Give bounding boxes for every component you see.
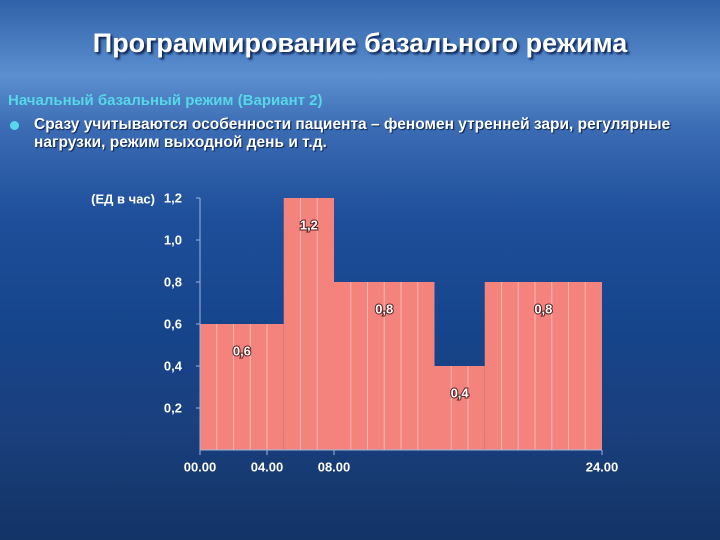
y-tick-label: 1,0 [164, 232, 182, 247]
x-tick-label: 24.00 [586, 459, 619, 474]
value-label: 0,4 [451, 385, 470, 400]
bar [200, 324, 284, 450]
subtitle: Начальный базальный режим (Вариант 2) [8, 92, 323, 109]
slide-title: Программирование базального режима [92, 28, 628, 58]
bar [484, 282, 602, 450]
bar [434, 366, 485, 450]
value-label: 0,8 [375, 301, 393, 316]
y-tick-label: 0,2 [164, 400, 182, 415]
y-tick-label: 0,6 [164, 316, 182, 331]
value-label: 0,8 [534, 301, 552, 316]
y-tick-label: 0,4 [164, 358, 183, 373]
y-tick-label: 0,8 [164, 274, 182, 289]
y-tick-label: 1,2 [164, 190, 182, 205]
x-tick-label: 08.00 [318, 459, 351, 474]
bar [283, 198, 334, 450]
value-label: 0,6 [233, 343, 251, 358]
value-label: 1,2 [300, 217, 318, 232]
bullet-text: Сразу учитываются особенности пациента –… [34, 116, 671, 151]
bullet-dot [10, 121, 19, 130]
x-tick-label: 00.00 [184, 459, 217, 474]
y-axis-label: (ЕД в час) [91, 191, 155, 206]
x-tick-label: 04.00 [251, 459, 284, 474]
